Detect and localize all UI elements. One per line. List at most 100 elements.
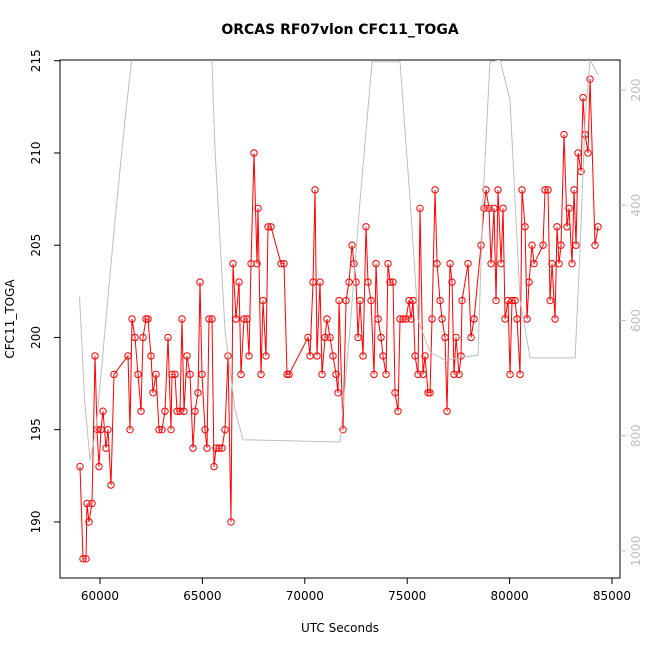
y2-tick-label: 600 — [629, 309, 643, 332]
data-point — [572, 241, 580, 249]
data-point — [232, 315, 240, 323]
data-point — [194, 389, 202, 397]
data-point — [560, 130, 568, 139]
data-point — [570, 186, 578, 194]
data-point — [134, 370, 142, 379]
x-tick-label: 60000 — [81, 589, 119, 603]
data-point — [407, 315, 415, 323]
data-point — [394, 407, 402, 415]
data-point — [443, 407, 451, 415]
data-point — [367, 296, 375, 305]
data-point — [528, 241, 536, 249]
data-point — [205, 315, 213, 323]
data-point — [131, 333, 139, 342]
data-point — [497, 259, 505, 268]
y-tick-label: 195 — [29, 418, 43, 441]
data-point — [99, 407, 107, 415]
data-point — [155, 425, 163, 434]
data-point — [359, 352, 367, 360]
data-point — [334, 389, 342, 397]
data-point — [104, 425, 112, 434]
data-point — [511, 296, 519, 305]
data-point — [391, 389, 399, 397]
data-point — [541, 186, 549, 194]
data-point — [164, 333, 172, 342]
y2-tick-label: 200 — [629, 79, 643, 102]
data-point — [253, 259, 261, 268]
data-point — [356, 296, 364, 305]
data-point — [161, 407, 169, 415]
data-point — [318, 370, 326, 379]
data-point — [326, 333, 334, 342]
data-point — [354, 333, 362, 342]
data-point — [501, 315, 509, 323]
data-point — [254, 204, 262, 213]
data-point — [516, 370, 524, 379]
data-point — [557, 241, 565, 249]
data-point — [421, 352, 429, 360]
data-point — [85, 518, 93, 526]
x-tick-label: 65000 — [183, 589, 221, 603]
data-point — [574, 149, 582, 157]
data-point — [467, 333, 475, 342]
data-point — [158, 425, 166, 434]
data-point — [584, 149, 592, 157]
data-point — [508, 296, 516, 305]
data-point — [323, 315, 331, 323]
data-point — [243, 315, 251, 323]
data-point — [364, 278, 372, 286]
data-point — [142, 315, 150, 323]
data-point — [350, 259, 358, 268]
data-point — [539, 241, 547, 249]
data-point — [352, 278, 360, 286]
data-point — [455, 370, 463, 379]
data-point — [107, 481, 115, 489]
data-point — [506, 370, 514, 379]
data-point — [530, 259, 538, 268]
data-point — [183, 352, 191, 360]
data-point — [372, 259, 380, 268]
data-point — [240, 315, 248, 323]
secondary-line — [79, 60, 599, 460]
data-point — [91, 352, 99, 360]
data-point — [345, 278, 353, 286]
data-point — [93, 425, 101, 434]
chart-title: ORCAS RF07vlon CFC11_TOGA — [221, 22, 458, 38]
data-point — [102, 444, 110, 452]
data-point — [124, 352, 132, 360]
data-point — [525, 278, 533, 286]
data-point — [137, 407, 145, 415]
y-tick-label: 200 — [29, 326, 43, 349]
data-point — [416, 204, 424, 213]
data-point — [441, 333, 449, 342]
data-point — [490, 204, 498, 213]
data-point — [277, 259, 285, 268]
data-point — [76, 462, 84, 471]
data-point — [414, 370, 422, 379]
data-point — [450, 370, 458, 379]
data-point — [594, 223, 602, 231]
data-point — [186, 370, 194, 379]
series-line — [79, 79, 599, 560]
data-point — [191, 407, 199, 415]
data-point — [210, 462, 218, 471]
data-point — [389, 278, 397, 286]
data-point — [485, 204, 493, 213]
data-point — [458, 296, 466, 305]
data-point — [499, 204, 507, 213]
data-point — [544, 186, 552, 194]
data-point — [329, 352, 337, 360]
data-point — [285, 370, 293, 379]
data-point — [267, 223, 275, 231]
data-point — [128, 315, 136, 323]
plot-area — [76, 60, 602, 563]
y-tick-label: 205 — [29, 234, 43, 257]
data-point — [82, 555, 90, 563]
data-point — [218, 444, 226, 452]
data-point — [482, 186, 490, 194]
data-point — [370, 370, 378, 379]
y-tick-label: 210 — [29, 142, 43, 165]
data-point — [405, 296, 413, 305]
data-point — [332, 370, 340, 379]
data-point — [546, 296, 554, 305]
